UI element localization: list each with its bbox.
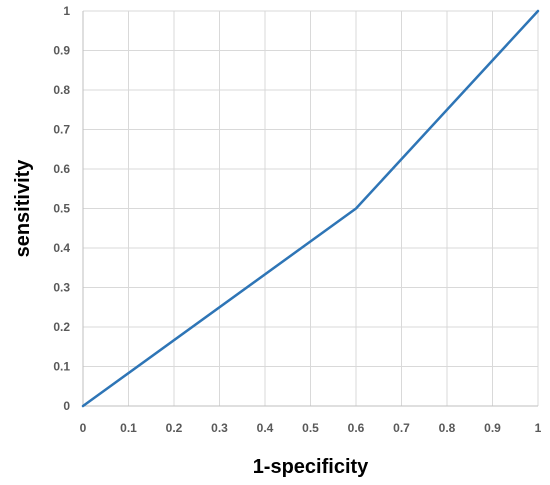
ticks-layer: 0 0.1 0.2 0.3 0.4 0.5 0.6 0.7 0.8 0.9 1 0 0.1 0.2 0.3 0… xyxy=(53,4,541,435)
y-tick-label: 0.8 xyxy=(53,83,70,97)
series-layer xyxy=(81,9,540,408)
x-tick-label: 0 xyxy=(80,421,87,435)
x-tick-label: 0.3 xyxy=(211,421,228,435)
y-tick-label: 0.4 xyxy=(53,241,70,255)
x-tick-label: 0.5 xyxy=(302,421,319,435)
axis-layer xyxy=(82,11,538,407)
y-tick-label: 0.3 xyxy=(53,281,70,295)
x-tick-label: 0.1 xyxy=(120,421,137,435)
y-tick-label: 0.1 xyxy=(53,360,70,374)
y-tick-label: 1 xyxy=(63,4,70,18)
x-tick-label: 1 xyxy=(535,421,542,435)
y-axis-title: sensitivity xyxy=(12,159,34,258)
y-tick-label: 0.7 xyxy=(53,123,70,137)
x-tick-label: 0.4 xyxy=(257,421,274,435)
x-tick-label: 0.8 xyxy=(439,421,456,435)
x-tick-label: 0.9 xyxy=(484,421,501,435)
y-tick-label: 0.9 xyxy=(53,44,70,58)
x-tick-label: 0.7 xyxy=(393,421,410,435)
y-tick-label: 0.2 xyxy=(53,320,70,334)
x-tick-label: 0.6 xyxy=(348,421,365,435)
grid-layer xyxy=(83,10,539,406)
x-axis-title: 1-specificity xyxy=(253,456,369,478)
y-tick-label: 0.5 xyxy=(53,202,70,216)
x-tick-label: 0.2 xyxy=(166,421,183,435)
y-tick-label: 0.6 xyxy=(53,162,70,176)
y-tick-label: 0 xyxy=(63,399,70,413)
roc-curve-line xyxy=(81,9,540,408)
